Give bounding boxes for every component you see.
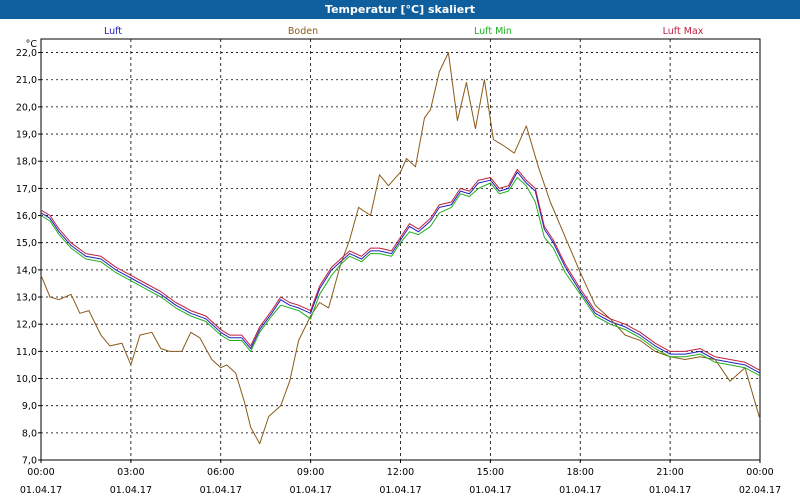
y-tick-label: 7,0 <box>22 456 37 467</box>
y-tick-label: 19,0 <box>16 130 37 141</box>
plot-border <box>40 38 761 461</box>
y-tick-label: 13,0 <box>16 293 37 304</box>
x-tick-date: 01.04.17 <box>200 485 242 496</box>
x-tick-date: 01.04.17 <box>379 485 421 496</box>
temperature-chart: 7,0 8,0 9,0 10,0 11,0 12,0 13,0 14,0 15,0 16,0 17,… <box>16 26 781 496</box>
series-line <box>40 168 761 371</box>
x-tick-time: 06:00 <box>207 467 234 478</box>
y-tick-label: 20,0 <box>16 102 37 113</box>
x-tick-date: 01.04.17 <box>110 485 152 496</box>
y-tick-label: 9,0 <box>22 401 37 412</box>
x-tick-date: 01.04.17 <box>559 485 601 496</box>
window-title: Temperatur [°C] skaliert <box>0 0 800 19</box>
x-tick-date: 02.04.17 <box>739 485 781 496</box>
y-tick-label: 11,0 <box>16 347 37 358</box>
x-tick-time: 09:00 <box>297 467 324 478</box>
y-tick-label: 14,0 <box>16 265 37 276</box>
x-tick-time: 03:00 <box>117 467 144 478</box>
y-tick-label: 15,0 <box>16 238 37 249</box>
y-tick-label: 16,0 <box>16 211 37 222</box>
x-tick-time: 12:00 <box>387 467 414 478</box>
series-line <box>40 177 761 377</box>
x-tick-date: 01.04.17 <box>289 485 331 496</box>
y-tick-label: 12,0 <box>16 320 37 331</box>
x-tick-time: 21:00 <box>656 467 683 478</box>
x-tick-date: 01.04.17 <box>20 485 62 496</box>
x-tick-time: 18:00 <box>567 467 594 478</box>
legend-entry: Luft <box>104 26 122 37</box>
legend-entry: Boden <box>288 26 318 37</box>
legend-entry: Luft Min <box>474 26 512 37</box>
series-line <box>40 171 761 374</box>
y-tick-label: 21,0 <box>16 75 37 86</box>
series-line <box>40 52 761 445</box>
y-tick-label: 10,0 <box>16 374 37 385</box>
y-tick-label: 22,0 <box>16 48 37 59</box>
y-axis-unit: °C <box>26 39 38 50</box>
x-tick-time: 00:00 <box>27 467 54 478</box>
y-tick-label: 17,0 <box>16 184 37 195</box>
legend-entry: Luft Max <box>663 26 704 37</box>
x-tick-time: 15:00 <box>477 467 504 478</box>
y-tick-label: 8,0 <box>22 428 37 439</box>
x-tick-time: 00:00 <box>746 467 773 478</box>
x-tick-date: 01.04.17 <box>649 485 691 496</box>
y-tick-label: 18,0 <box>16 157 37 168</box>
x-tick-date: 01.04.17 <box>469 485 511 496</box>
